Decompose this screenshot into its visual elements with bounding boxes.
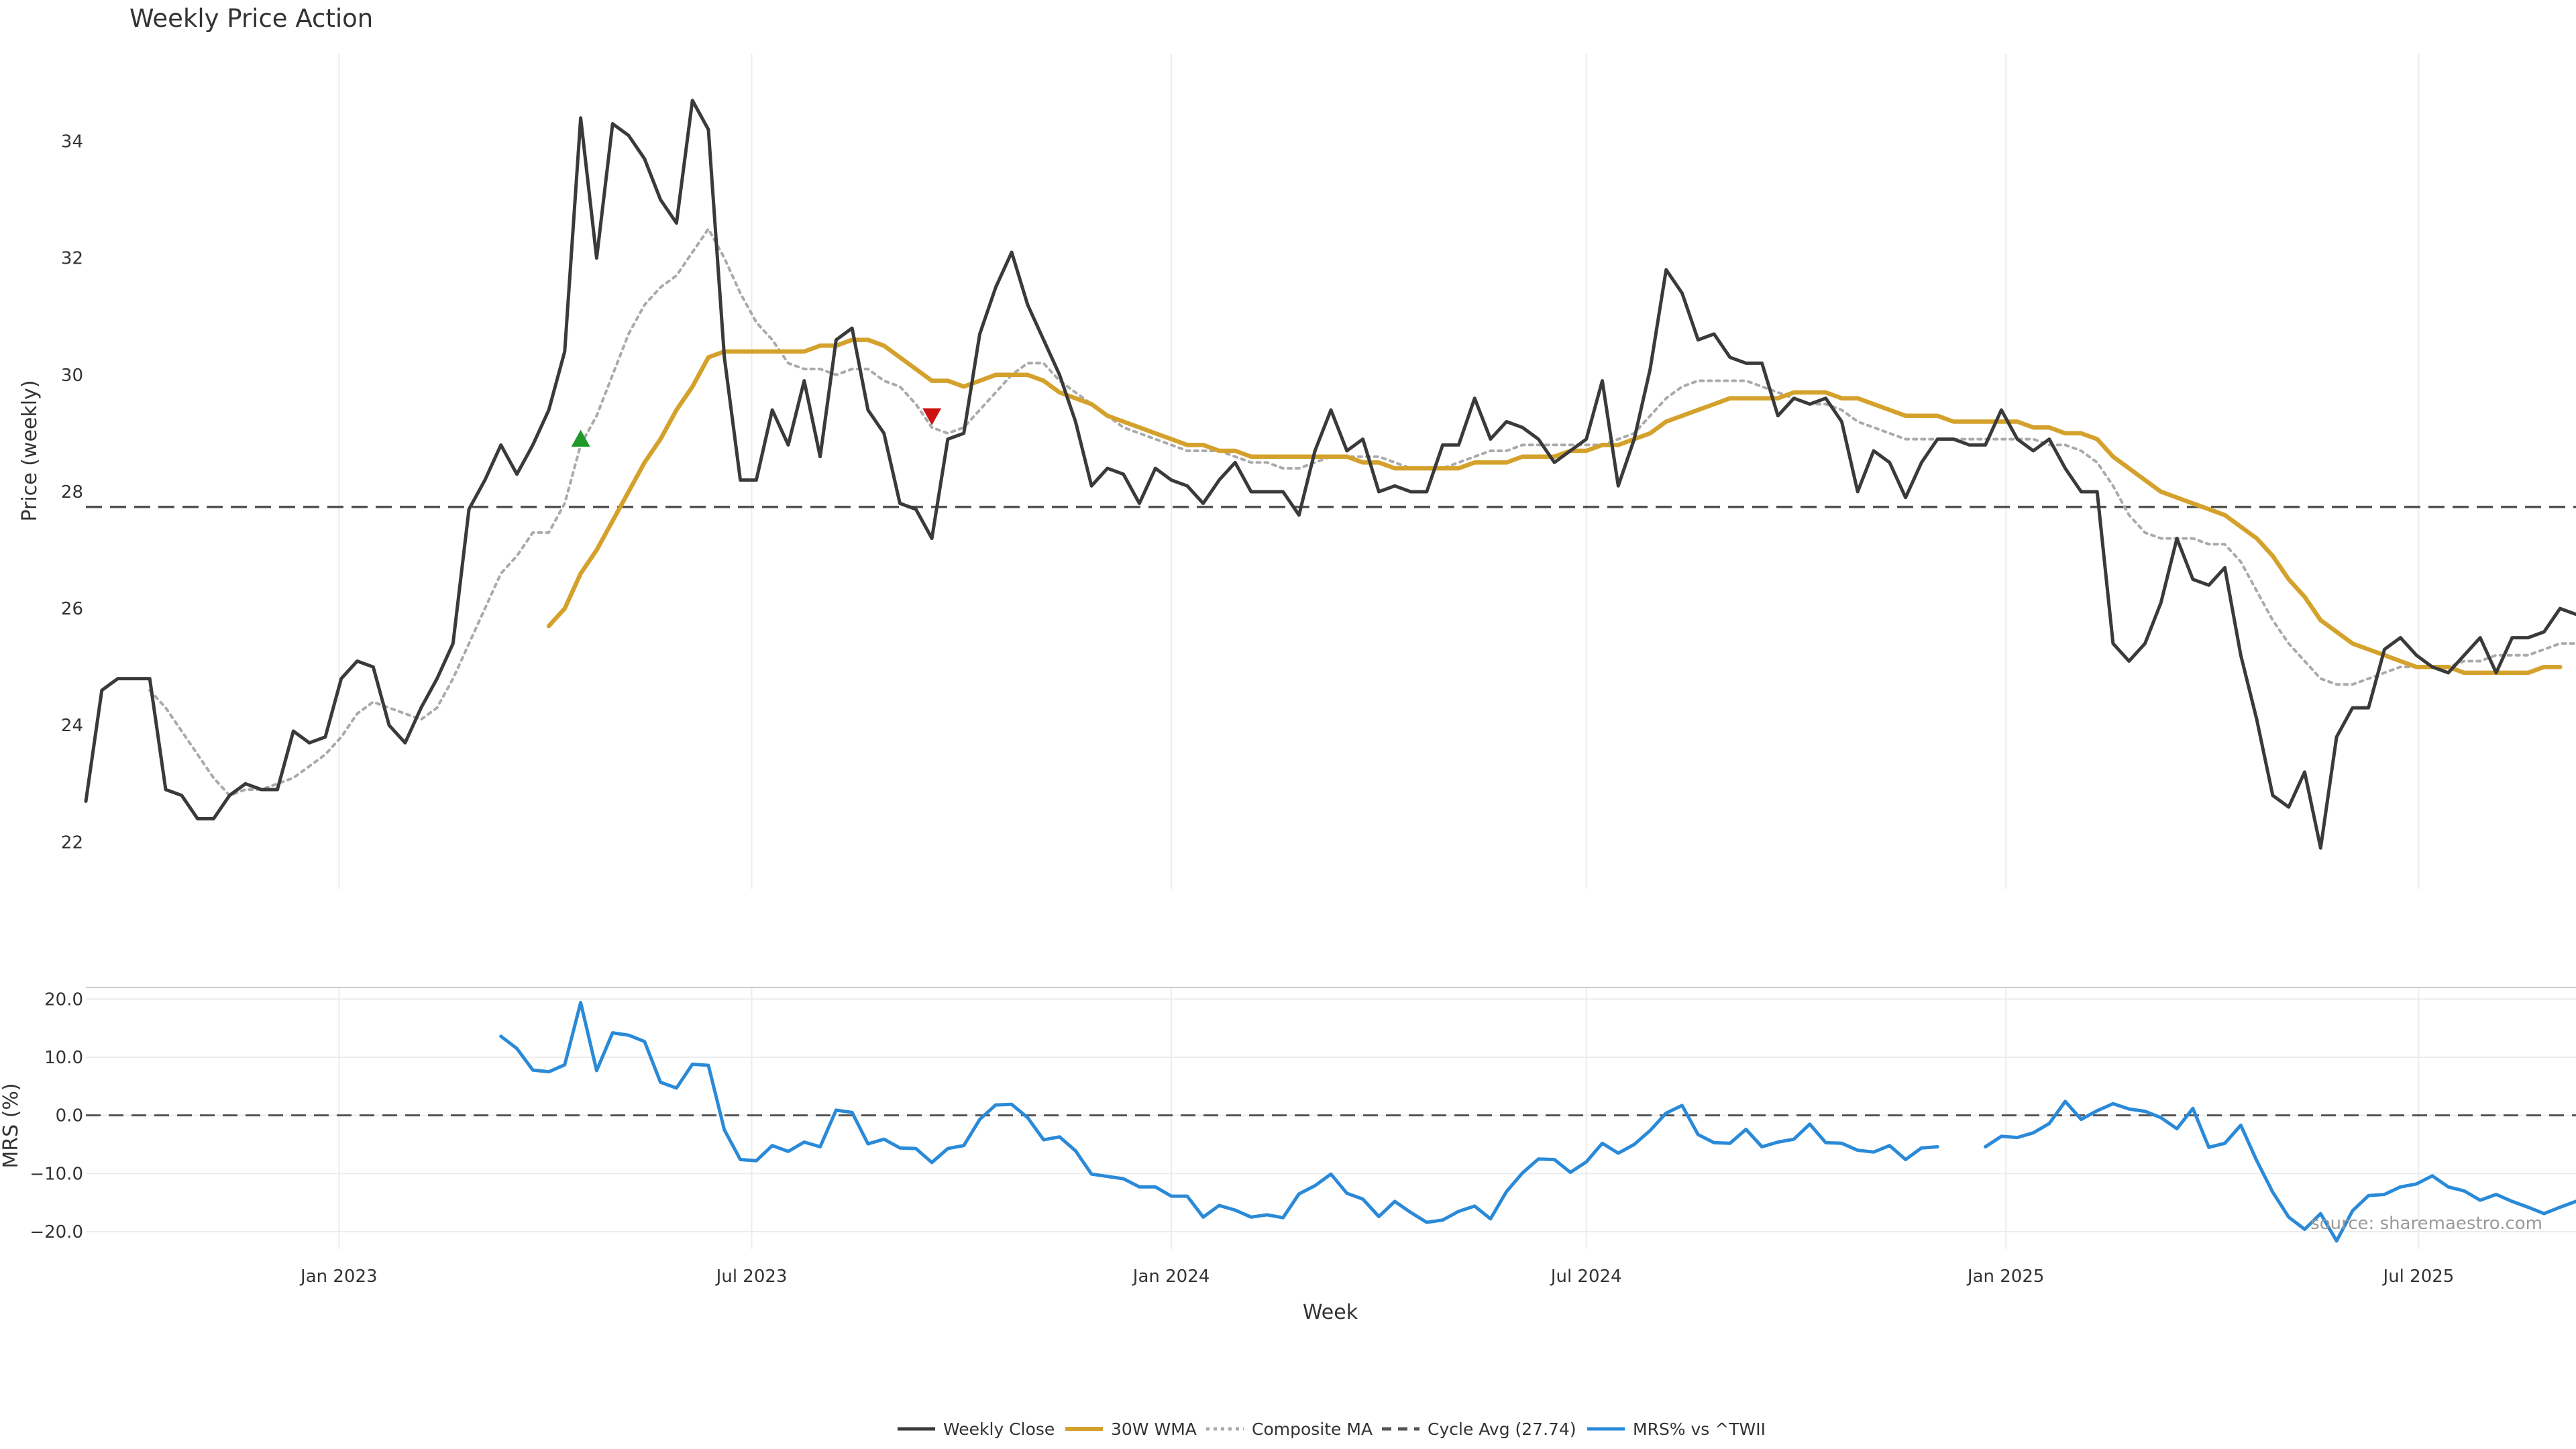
- weekly-close-line: [84, 99, 2576, 850]
- mrs-line: [499, 1001, 1939, 1224]
- mrs-y-tick-label: 20.0: [44, 989, 83, 1010]
- mrs-y-tick-label: −20.0: [30, 1222, 83, 1242]
- mrs-series: [499, 1001, 2576, 1243]
- mrs-y-tick-label: 0.0: [56, 1106, 83, 1126]
- legend-label: MRS% vs ^TWII: [1633, 1419, 1766, 1439]
- legend-label: Weekly Close: [943, 1419, 1055, 1439]
- sell-marker: [922, 408, 942, 425]
- price-y-tick-label: 32: [61, 249, 83, 269]
- legend-label: Composite MA: [1252, 1419, 1373, 1439]
- price-y-tick-labels: 22 24 26 28 30 32 34: [61, 132, 83, 853]
- mrs-y-tick-label: −10.0: [30, 1164, 83, 1184]
- x-tick-label: Jul 2023: [715, 1267, 788, 1287]
- composite-ma-line: [148, 227, 2576, 797]
- mrs-panel-grid: [86, 987, 2576, 1249]
- x-tick-labels: Jan 2023 Jul 2023 Jan 2024 Jul 2024 Jan 2025…: [299, 1267, 2454, 1287]
- legend-label: 30W WMA: [1111, 1419, 1197, 1439]
- price-y-tick-label: 22: [61, 833, 83, 853]
- price-panel-grid: [338, 54, 2420, 889]
- price-y-tick-label: 28: [61, 482, 83, 502]
- x-tick-label: Jan 2025: [1966, 1267, 2045, 1287]
- mrs-y-tick-label: 10.0: [44, 1048, 83, 1068]
- wma-30w-line: [546, 337, 2563, 676]
- x-tick-label: Jan 2024: [1132, 1267, 1210, 1287]
- weekly-close-series: [84, 99, 2576, 850]
- price-y-tick-label: 24: [61, 716, 83, 736]
- legend: Weekly Close 30W WMA Composite MA Cycle Avg…: [898, 1419, 1766, 1439]
- mrs-line: [1984, 1099, 2576, 1243]
- wma-30w-series: [546, 337, 2563, 676]
- buy-marker: [571, 429, 590, 447]
- x-tick-label: Jan 2023: [299, 1267, 378, 1287]
- price-y-tick-label: 30: [61, 366, 83, 386]
- mrs-y-tick-labels: 20.0 10.0 0.0 −10.0 −20.0: [30, 989, 83, 1242]
- x-tick-label: Jul 2024: [1550, 1267, 1622, 1287]
- price-y-tick-label: 26: [61, 599, 83, 619]
- price-y-tick-label: 34: [61, 132, 83, 152]
- x-axis-label: Week: [1303, 1301, 1358, 1324]
- mrs-y-axis-label: MRS (%): [0, 1083, 23, 1168]
- chart-title: Weekly Price Action: [129, 4, 373, 33]
- x-tick-label: Jul 2025: [2382, 1267, 2455, 1287]
- legend-label: Cycle Avg (27.74): [1428, 1419, 1576, 1439]
- source-note: source: sharemaestro.com: [2310, 1214, 2542, 1234]
- price-y-axis-label: Price (weekly): [18, 380, 42, 521]
- composite-ma-series: [148, 227, 2576, 797]
- signal-markers: [571, 408, 942, 447]
